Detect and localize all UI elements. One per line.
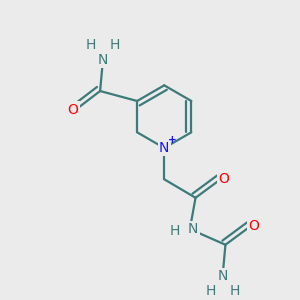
- Text: N: N: [188, 222, 199, 236]
- Text: O: O: [248, 219, 259, 233]
- Text: H: H: [86, 38, 96, 52]
- Text: N: N: [218, 269, 228, 283]
- Text: H: H: [206, 284, 216, 298]
- Text: H: H: [170, 224, 180, 239]
- Text: H: H: [230, 284, 240, 298]
- Text: O: O: [68, 103, 79, 116]
- Text: +: +: [168, 135, 177, 145]
- Text: N: N: [159, 141, 169, 155]
- Text: O: O: [218, 172, 229, 186]
- Text: H: H: [110, 38, 120, 52]
- Text: N: N: [98, 53, 108, 67]
